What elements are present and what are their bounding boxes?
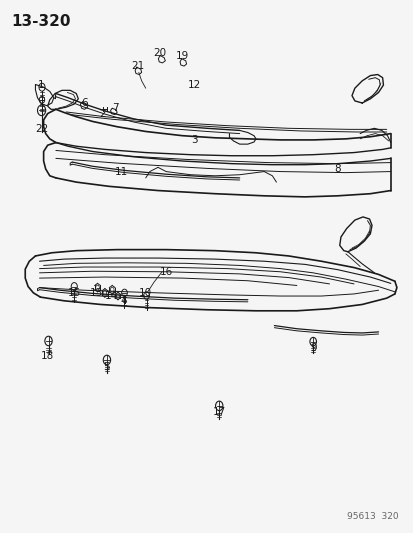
- Text: 5: 5: [103, 362, 110, 372]
- Text: 11: 11: [114, 166, 128, 176]
- Text: 2: 2: [99, 109, 106, 118]
- Text: 95613  320: 95613 320: [347, 512, 398, 521]
- Text: 13-320: 13-320: [11, 14, 70, 29]
- Text: 21: 21: [131, 61, 144, 71]
- Text: 9: 9: [309, 343, 316, 353]
- Text: 20: 20: [153, 48, 166, 58]
- Text: 13: 13: [90, 288, 103, 298]
- Text: 10: 10: [139, 288, 152, 298]
- Text: 18: 18: [41, 351, 54, 361]
- Text: 4: 4: [120, 296, 126, 306]
- Text: 6: 6: [81, 98, 88, 108]
- Text: 16: 16: [159, 267, 172, 277]
- Text: 19: 19: [176, 51, 189, 61]
- Text: 7: 7: [112, 103, 118, 114]
- Text: 12: 12: [188, 79, 201, 90]
- Text: 3: 3: [191, 135, 197, 145]
- Text: 14: 14: [104, 290, 117, 301]
- Text: 15: 15: [67, 288, 81, 298]
- Text: 17: 17: [212, 407, 225, 417]
- Text: 22: 22: [35, 124, 48, 134]
- Text: 1: 1: [38, 79, 45, 90]
- Text: 8: 8: [334, 164, 340, 174]
